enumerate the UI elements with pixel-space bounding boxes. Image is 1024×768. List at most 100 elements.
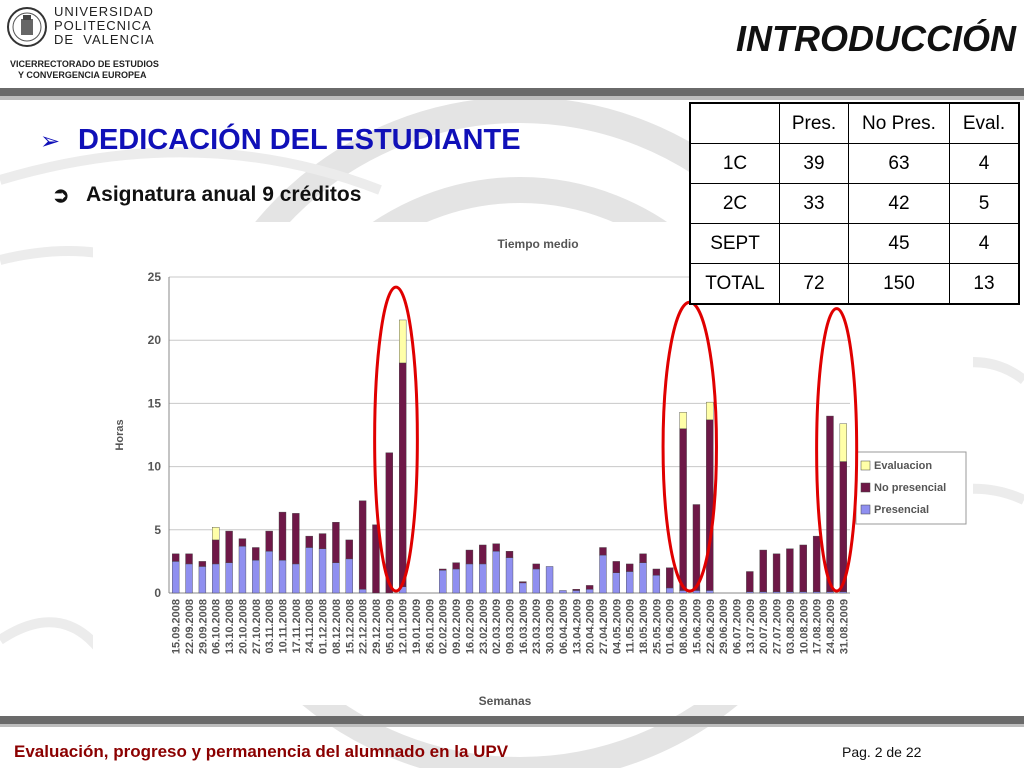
table-header-cell: Pres.: [779, 102, 849, 144]
bar-segment-no-presencial: [786, 548, 794, 592]
x-tick-label: 29.09.2008: [197, 599, 209, 654]
x-tick-label: 16.02.2009: [464, 599, 476, 654]
bar-segment-presencial: [225, 562, 233, 594]
legend-box: [855, 451, 967, 525]
x-tick-label: 03.11.2008: [264, 599, 276, 653]
y-tick-label: 25: [148, 270, 162, 284]
university-crest-icon: [7, 7, 47, 47]
bar-segment-presencial: [639, 562, 647, 594]
table-header-cell: No Pres.: [848, 102, 950, 144]
x-tick-label: 22.12.2008: [358, 599, 370, 654]
bar-segment-presencial: [612, 572, 620, 594]
x-tick-label: 15.09.2008: [171, 599, 183, 654]
bar-segment-presencial: [545, 566, 554, 594]
header-divider-light: [0, 96, 1024, 100]
bar-segment-no-presencial: [385, 452, 393, 594]
y-tick-label: 10: [148, 460, 162, 474]
bar-segment-evaluacion: [399, 319, 407, 364]
bar-segment-no-presencial: [358, 500, 367, 590]
table-row: 2C 33 42 5: [689, 183, 1020, 224]
bar-segment-no-presencial: [612, 561, 620, 573]
x-tick-label: 03.08.2009: [785, 599, 797, 654]
y-tick-label: 15: [148, 396, 162, 410]
chart-title: Tiempo medio: [497, 237, 578, 251]
bar-segment-presencial: [238, 546, 247, 594]
x-tick-label: 01.06.2009: [665, 599, 677, 654]
bar-segment-presencial: [332, 562, 340, 594]
bar-segment-presencial: [505, 557, 514, 594]
x-tick-label: 27.07.2009: [772, 599, 784, 654]
bar-segment-presencial: [252, 559, 260, 594]
x-tick-label: 17.08.2009: [812, 599, 824, 654]
bar-segment-no-presencial: [439, 568, 447, 571]
x-tick-label: 16.03.2009: [518, 599, 530, 654]
slide-title: INTRODUCCIÓN: [736, 18, 1016, 59]
table-cell: 72: [779, 263, 849, 305]
x-tick-label: 12.01.2009: [398, 599, 410, 654]
bar-segment-no-presencial: [505, 551, 514, 558]
bar-segment-no-presencial: [278, 511, 287, 561]
table-cell: 5: [949, 183, 1020, 224]
bar-segment-no-presencial: [585, 585, 594, 590]
table-header-cell: Eval.: [949, 102, 1020, 144]
x-tick-label: 27.04.2009: [598, 599, 610, 654]
x-tick-label: 13.10.2008: [224, 599, 236, 654]
bar-segment-no-presencial: [305, 535, 313, 548]
x-tick-label: 10.11.2008: [278, 599, 290, 653]
subheading: Asignatura anual 9 créditos: [86, 183, 362, 206]
section-heading: DEDICACIÓN DEL ESTUDIANTE: [78, 124, 521, 156]
x-tick-label: 20.04.2009: [585, 599, 597, 654]
x-tick-label: 13.04.2009: [571, 599, 583, 654]
bar-segment-no-presencial: [826, 415, 834, 592]
footer-title: Evaluación, progreso y permanencia del a…: [14, 742, 509, 761]
bar-segment-no-presencial: [639, 553, 647, 563]
x-tick-label: 06.10.2008: [211, 599, 223, 654]
x-tick-label: 29.06.2009: [718, 599, 730, 654]
x-tick-label: 18.05.2009: [638, 599, 650, 654]
table-cell: 39: [779, 143, 849, 184]
footer-divider-light: [0, 724, 1024, 727]
bar-segment-presencial: [198, 566, 207, 594]
table-cell: 150: [848, 263, 950, 305]
bar-segment-no-presencial: [238, 538, 247, 547]
bar-segment-no-presencial: [465, 549, 474, 565]
bar-segment-presencial: [278, 559, 287, 594]
bar-segment-evaluacion: [679, 412, 687, 429]
table-cell: 42: [848, 183, 950, 224]
bar-segment-no-presencial: [212, 539, 220, 565]
bar-segment-presencial: [666, 587, 674, 594]
bar-segment-presencial: [265, 551, 273, 594]
university-name-line-2: POLITECNICA: [54, 18, 152, 33]
legend-label: Presencial: [874, 504, 929, 516]
x-tick-label: 24.08.2009: [825, 599, 837, 654]
subheading-bullet-icon: ➲: [52, 184, 70, 207]
table-cell: TOTAL: [689, 263, 780, 305]
bar-segment-no-presencial: [265, 530, 273, 552]
university-name-line-1: UNIVERSIDAD: [54, 4, 154, 19]
bar-segment-no-presencial: [626, 563, 634, 572]
bar-segment-presencial: [706, 590, 714, 594]
bar-segment-presencial: [212, 563, 220, 594]
x-tick-label: 25.05.2009: [651, 599, 663, 654]
highlight-ellipses: [373, 285, 859, 593]
bar-segment-no-presencial: [292, 513, 300, 565]
bar-segment-presencial: [652, 575, 661, 594]
bar-segment-no-presencial: [479, 544, 487, 565]
x-tick-label: 23.02.2009: [478, 599, 490, 654]
bar-segment-presencial: [172, 561, 180, 594]
table-row: SEPT 45 4: [689, 223, 1020, 264]
x-tick-label: 08.06.2009: [678, 599, 690, 654]
heading-bullet-icon: ➢: [40, 128, 61, 155]
highlight-ellipse: [373, 285, 419, 593]
bar-segment-presencial: [318, 548, 327, 594]
table-cell: 4: [949, 223, 1020, 264]
stacked-bar-chart: Tiempo medio 0 5 10 15 20 25 15.09.2008 22.09.…: [114, 237, 967, 708]
table-cell: [779, 223, 849, 264]
x-tick-label: 23.03.2009: [531, 599, 543, 654]
x-tick-label: 01.12.2008: [318, 599, 330, 654]
x-tick-label: 15.12.2008: [344, 599, 356, 654]
x-tick-label: 24.11.2008: [304, 599, 316, 653]
x-tick-label: 27.10.2008: [251, 599, 263, 654]
x-tick-label: 04.05.2009: [611, 599, 623, 654]
bar-segment-no-presencial: [372, 524, 380, 594]
